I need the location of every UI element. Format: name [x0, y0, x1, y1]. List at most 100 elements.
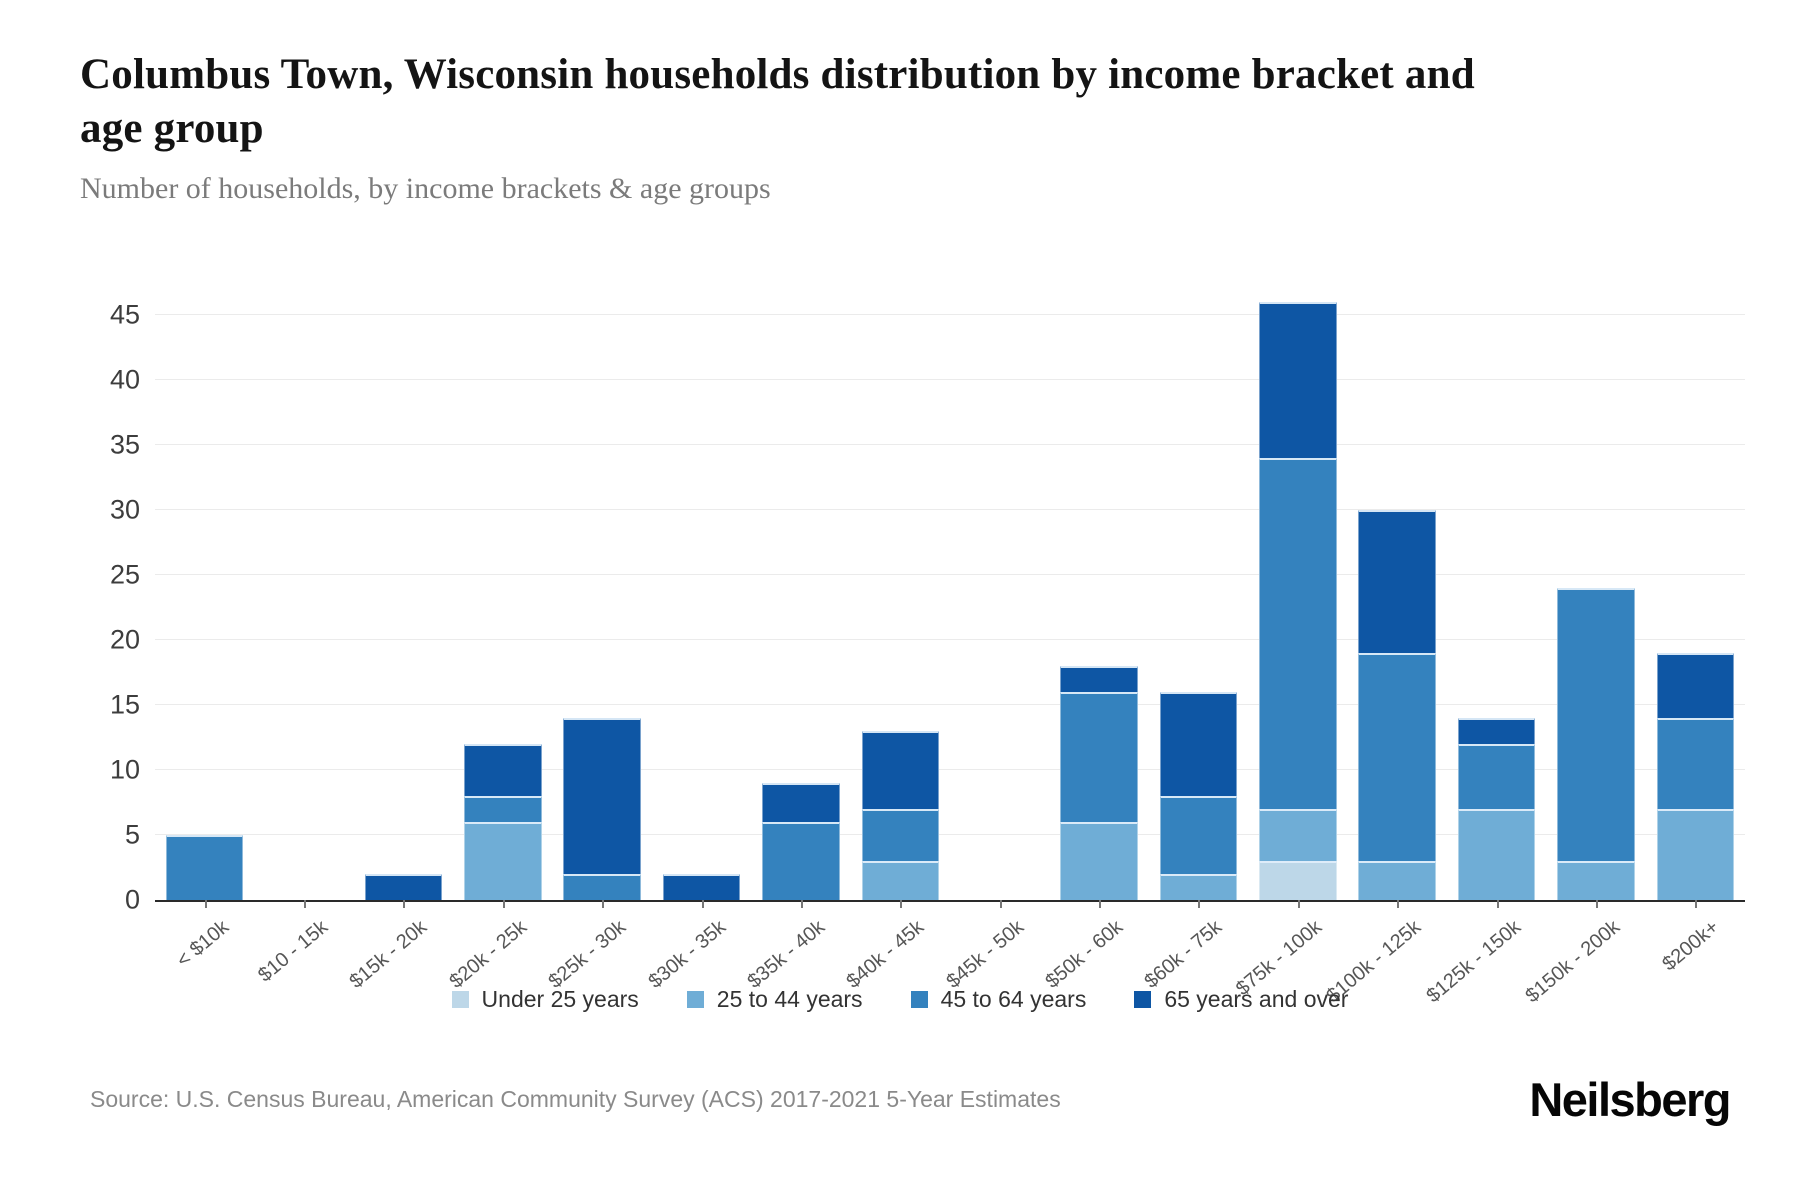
x-tick-label: $30k - 35k — [644, 916, 730, 993]
bar-segment[interactable] — [1159, 796, 1238, 874]
bar-segment[interactable] — [1656, 809, 1735, 900]
stacked-bar — [165, 835, 244, 900]
bar-segment[interactable] — [1557, 861, 1635, 900]
x-axis-tick — [1099, 900, 1102, 908]
gridline — [155, 379, 1745, 380]
bar-segment[interactable] — [1159, 874, 1238, 900]
bar-segment[interactable] — [1060, 666, 1138, 692]
legend-item[interactable]: 25 to 44 years — [686, 986, 863, 1013]
bar-segment[interactable] — [1656, 718, 1735, 809]
stacked-bar — [563, 718, 641, 900]
stacked-bar — [464, 744, 542, 900]
legend-label: 25 to 44 years — [716, 986, 863, 1012]
bar-segment[interactable] — [1259, 458, 1337, 809]
bar-segment[interactable] — [861, 861, 940, 900]
bar-segment[interactable] — [762, 783, 840, 822]
x-tick-label: $25k - 30k — [544, 916, 631, 993]
bar-segment[interactable] — [762, 822, 840, 900]
stacked-bar — [1060, 666, 1138, 900]
bar-segment[interactable] — [1358, 653, 1436, 861]
legend-swatch — [451, 991, 469, 1008]
y-tick-label: 30 — [109, 494, 140, 525]
page-title: Columbus Town, Wisconsin households dist… — [80, 51, 1475, 153]
bar-segment[interactable] — [1358, 510, 1436, 653]
stacked-bar — [1358, 510, 1436, 900]
x-axis-tick — [900, 900, 903, 908]
x-axis-tick — [602, 900, 605, 908]
bar-segment[interactable] — [464, 822, 542, 900]
bar-slot — [851, 250, 950, 900]
x-axis-tick — [304, 900, 307, 908]
bar-segment[interactable] — [563, 874, 641, 900]
bar-segment[interactable] — [1060, 822, 1138, 900]
bar-segment[interactable] — [1259, 861, 1337, 900]
legend-item[interactable]: 65 years and over — [1134, 986, 1348, 1013]
x-axis-tick — [1198, 900, 1201, 908]
page-subtitle: Number of households, by income brackets… — [80, 172, 771, 205]
x-tick-label: $10 - 15k — [254, 916, 333, 987]
x-tick-label: $40k - 45k — [842, 916, 929, 993]
gridline — [155, 444, 1745, 445]
legend-item[interactable]: Under 25 years — [451, 986, 639, 1013]
legend-swatch — [910, 991, 928, 1008]
bar-segment[interactable] — [1457, 744, 1536, 809]
bar-segment[interactable] — [364, 874, 443, 900]
x-tick-label: $50k - 60k — [1041, 916, 1128, 993]
bar-segment[interactable] — [861, 731, 940, 809]
bar-slot — [1546, 250, 1645, 900]
stacked-bar — [1159, 692, 1238, 900]
bar-slot — [1646, 250, 1745, 900]
plot-area: < $10k $10 - 15k $15k - 20k $20k - 25k $25k … — [155, 250, 1745, 1007]
bar-slot — [254, 250, 353, 900]
bar-slot — [1248, 250, 1347, 900]
bar-segment[interactable] — [662, 874, 741, 900]
stacked-bar — [762, 783, 840, 900]
gridline — [155, 509, 1745, 510]
bar-segment[interactable] — [1259, 809, 1337, 861]
bar-segment[interactable] — [1060, 692, 1138, 822]
source-note: Source: U.S. Census Bureau, American Com… — [90, 1086, 1061, 1112]
y-tick-label: 0 — [124, 884, 140, 915]
x-tick-label: $45k - 50k — [942, 916, 1028, 993]
x-axis-tick — [999, 900, 1002, 908]
bar-segment[interactable] — [165, 835, 244, 900]
bar-segment[interactable] — [1457, 718, 1536, 744]
bar-segment[interactable] — [1656, 653, 1735, 718]
bar-segment[interactable] — [563, 718, 641, 874]
bar-slot — [1447, 250, 1546, 900]
bar-slot — [1149, 250, 1248, 900]
bar-segment[interactable] — [464, 796, 542, 822]
gridline — [155, 314, 1745, 315]
bar-segment[interactable] — [1457, 809, 1536, 900]
stacked-bar — [662, 874, 741, 900]
neilsberg-logo[interactable]: Neilsberg — [1529, 1073, 1731, 1126]
y-tick-label: 45 — [109, 299, 140, 330]
stacked-bar — [1457, 718, 1536, 900]
y-axis-labels: 0 5 10 15 20 25 30 35 40 45 — [50, 250, 140, 915]
y-tick-label: 5 — [124, 819, 140, 850]
legend-item[interactable]: 45 to 64 years — [910, 986, 1086, 1013]
x-axis-tick — [1496, 900, 1499, 908]
bar-slot — [1348, 250, 1447, 900]
x-axis-tick — [800, 900, 803, 908]
x-axis-tick — [502, 900, 505, 908]
x-tick-label: $15k - 20k — [345, 916, 432, 993]
legend-swatch — [1134, 991, 1152, 1008]
bar-slot — [354, 250, 453, 900]
stacked-bar — [1656, 653, 1735, 900]
bar-segment[interactable] — [861, 809, 940, 861]
y-tick-label: 15 — [109, 689, 140, 720]
bar-segment[interactable] — [1259, 302, 1337, 458]
bar-segment[interactable] — [464, 744, 542, 796]
bar-segment[interactable] — [1557, 588, 1635, 861]
y-tick-label: 25 — [109, 559, 140, 590]
x-tick-label: $60k - 75k — [1140, 916, 1227, 993]
bar-segment[interactable] — [1159, 692, 1238, 796]
x-tick-label: < $10k — [172, 916, 233, 972]
x-axis-tick — [204, 900, 207, 908]
y-tick-label: 10 — [109, 754, 140, 785]
bar-segment[interactable] — [1358, 861, 1436, 900]
stacked-bar — [364, 874, 443, 900]
x-axis-tick — [1695, 900, 1698, 908]
